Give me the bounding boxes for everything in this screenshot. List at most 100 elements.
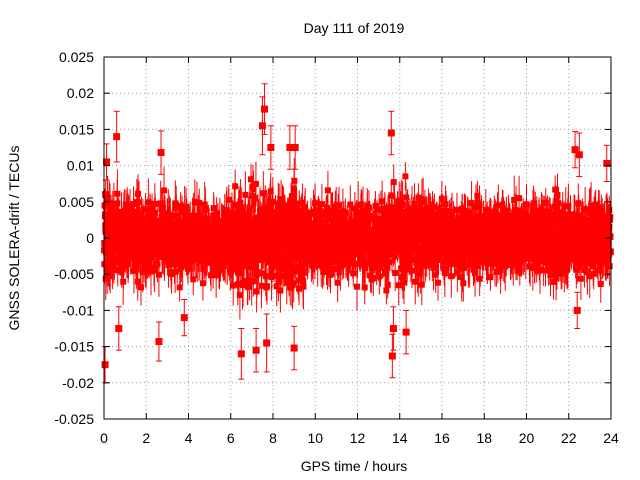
data-point	[237, 199, 244, 206]
data-point	[110, 262, 117, 269]
data-point	[106, 273, 113, 280]
data-point	[347, 201, 354, 208]
data-point	[415, 230, 422, 237]
data-point	[199, 280, 206, 287]
data-point	[250, 277, 257, 284]
data-point	[429, 258, 436, 265]
data-point	[148, 212, 155, 219]
data-point	[229, 211, 236, 218]
data-point	[499, 205, 506, 212]
data-point	[159, 200, 166, 207]
data-point	[353, 283, 360, 290]
data-point	[246, 205, 253, 212]
data-point	[369, 264, 376, 271]
data-point	[402, 173, 409, 180]
data-point	[472, 269, 479, 276]
data-point	[441, 265, 448, 272]
data-point	[373, 227, 380, 234]
data-point	[468, 200, 475, 207]
data-point	[177, 223, 184, 230]
data-point	[390, 245, 397, 252]
data-point	[143, 225, 150, 232]
data-point	[172, 268, 179, 275]
data-point	[403, 194, 410, 201]
data-point	[376, 273, 383, 280]
data-point	[318, 201, 325, 208]
data-point	[495, 202, 502, 209]
data-point	[249, 193, 256, 200]
data-point	[137, 284, 144, 291]
data-point	[285, 242, 292, 249]
data-point	[230, 282, 237, 289]
data-point	[439, 210, 446, 217]
data-point	[418, 223, 425, 230]
data-point	[299, 199, 306, 206]
data-point	[154, 217, 161, 224]
data-point	[395, 282, 402, 289]
data-point	[298, 242, 305, 249]
data-point	[482, 206, 489, 213]
data-point	[118, 243, 125, 250]
data-point	[365, 204, 372, 211]
data-point	[120, 262, 127, 269]
data-point	[187, 215, 194, 222]
data-point	[118, 269, 125, 276]
data-point	[431, 203, 438, 210]
data-point	[236, 292, 243, 299]
data-point	[459, 260, 466, 267]
data-point	[503, 228, 510, 235]
data-point	[151, 267, 158, 274]
data-point	[137, 255, 144, 262]
data-point	[449, 210, 456, 217]
data-point	[220, 262, 227, 269]
data-point	[185, 221, 192, 228]
data-point	[466, 260, 473, 267]
data-point	[252, 265, 259, 272]
data-point	[114, 190, 121, 197]
data-point	[384, 265, 391, 272]
data-point	[219, 254, 226, 261]
data-point	[283, 279, 290, 286]
data-point	[418, 281, 425, 288]
data-point	[516, 195, 523, 202]
data-point	[372, 202, 379, 209]
data-point	[458, 227, 465, 234]
data-point	[320, 269, 327, 276]
data-point	[384, 281, 391, 288]
data-point	[350, 270, 357, 277]
data-point	[323, 209, 330, 216]
data-point	[277, 287, 284, 294]
data-point	[455, 262, 462, 269]
data-point	[470, 248, 477, 255]
data-point	[258, 270, 265, 277]
data-point	[327, 271, 334, 278]
data-point	[276, 203, 283, 210]
data-point	[252, 195, 259, 202]
data-point	[331, 265, 338, 272]
data-point	[455, 217, 462, 224]
data-point	[260, 190, 267, 197]
data-point	[335, 209, 342, 216]
data-point	[167, 212, 174, 219]
data-point	[268, 218, 275, 225]
data-point	[469, 221, 476, 228]
data-point	[499, 242, 506, 249]
data-point	[415, 194, 422, 201]
data-point	[246, 283, 253, 290]
data-point	[490, 253, 497, 260]
data-point	[130, 213, 137, 220]
data-point	[402, 254, 409, 261]
data-point	[453, 207, 460, 214]
data-point	[106, 244, 113, 251]
data-point	[441, 269, 448, 276]
data-point	[114, 267, 121, 274]
data-point	[202, 215, 209, 222]
data-point	[234, 281, 241, 288]
data-point	[391, 204, 398, 211]
data-point	[353, 210, 360, 217]
data-point	[161, 187, 168, 194]
data-point	[255, 257, 262, 264]
data-point	[184, 265, 191, 272]
data-point	[262, 273, 269, 280]
data-point	[477, 259, 484, 266]
